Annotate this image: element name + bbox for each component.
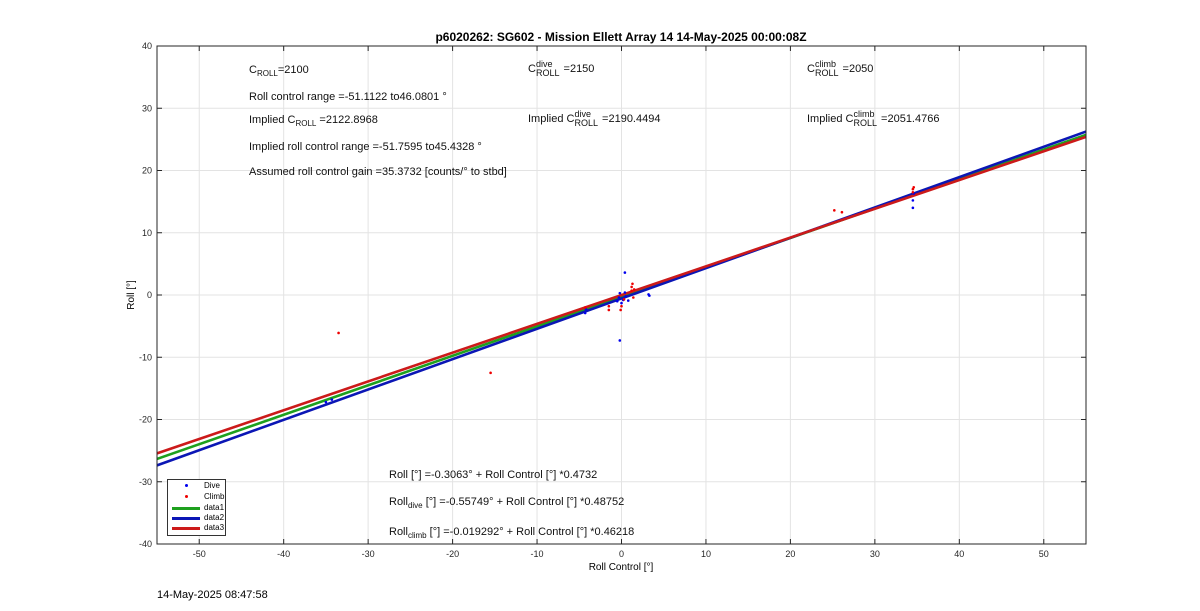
dive-point bbox=[623, 291, 627, 294]
chart-title: p6020262: SG602 - Mission Ellett Array 1… bbox=[435, 30, 806, 44]
y-tick-label: 20 bbox=[142, 166, 152, 176]
climb-point bbox=[840, 210, 844, 214]
climb-point bbox=[632, 296, 635, 299]
y-tick-label: -20 bbox=[139, 415, 152, 425]
dive-point bbox=[583, 311, 587, 315]
y-tick-label: -10 bbox=[139, 352, 152, 362]
fit-equation-climb: Rollclimb [°] =-0.019292° + Roll Control… bbox=[389, 526, 635, 541]
x-tick-label: 30 bbox=[870, 549, 880, 559]
x-tick-label: 20 bbox=[785, 549, 795, 559]
fit-equation-all: Roll [°] =-0.3063° + Roll Control [°] *0… bbox=[389, 469, 598, 481]
climb-point bbox=[620, 304, 623, 308]
y-tick-label: 0 bbox=[147, 290, 152, 300]
climb-point bbox=[337, 331, 340, 335]
print-timestamp: 14-May-2025 08:47:58 bbox=[157, 589, 268, 601]
climb-point bbox=[911, 190, 915, 194]
dive-point bbox=[648, 294, 651, 297]
dive-point bbox=[615, 299, 619, 303]
dive-point bbox=[620, 301, 623, 305]
y-axis-label: Roll [°] bbox=[126, 280, 137, 310]
x-tick-label: -40 bbox=[277, 549, 290, 559]
y-tick-label: -40 bbox=[139, 539, 152, 549]
dive-point bbox=[324, 400, 328, 404]
x-tick-label: 50 bbox=[1039, 549, 1049, 559]
climb-point bbox=[631, 282, 634, 286]
dive-point bbox=[911, 199, 915, 202]
x-tick-label: 10 bbox=[701, 549, 711, 559]
climb-point bbox=[622, 298, 626, 301]
legend-climb-label: Climb bbox=[204, 492, 225, 501]
legend-data2-swatch bbox=[172, 517, 200, 520]
climb-point bbox=[489, 371, 492, 375]
fit-equation-dive: Rolldive [°] =-0.55749° + Roll Control [… bbox=[389, 496, 625, 511]
x-tick-label: -10 bbox=[531, 549, 544, 559]
climb-point bbox=[833, 209, 836, 212]
legend-data1-swatch bbox=[172, 507, 200, 510]
x-tick-label: 40 bbox=[954, 549, 964, 559]
climb-point bbox=[583, 306, 587, 309]
legend-item-climb: Climb bbox=[168, 492, 225, 502]
roll-control-range: Roll control range =-51.1122 to46.0801 ° bbox=[249, 91, 447, 103]
legend-item-data2: data2 bbox=[168, 513, 225, 523]
fit-line-data3 bbox=[156, 135, 1087, 455]
implied-roll-range: Implied roll control range =-51.7595 to4… bbox=[249, 141, 482, 153]
legend-data2-label: data2 bbox=[204, 513, 225, 522]
dive-point bbox=[618, 339, 622, 342]
legend-data1-label: data1 bbox=[204, 503, 225, 512]
assumed-gain: Assumed roll control gain =35.3732 [coun… bbox=[249, 166, 507, 178]
fit-line-data2 bbox=[156, 130, 1087, 467]
climb-point bbox=[630, 289, 633, 292]
climb-point bbox=[619, 308, 622, 312]
dive-point bbox=[617, 296, 621, 299]
x-tick-label: -30 bbox=[362, 549, 375, 559]
fit-lines bbox=[156, 130, 1087, 467]
y-tick-label: 40 bbox=[142, 41, 152, 51]
x-axis-label: Roll Control [°] bbox=[589, 562, 654, 573]
y-tick-label: 30 bbox=[142, 103, 152, 113]
legend-dive-marker bbox=[185, 484, 188, 487]
climb-point bbox=[632, 288, 636, 291]
legend-item-dive: Dive bbox=[168, 481, 225, 491]
dive-point bbox=[618, 291, 622, 295]
legend-climb-marker bbox=[185, 495, 188, 498]
legend: Dive Climb data1 data2 data3 bbox=[167, 479, 226, 536]
climb-point bbox=[607, 308, 611, 312]
legend-item-data3: data3 bbox=[168, 523, 225, 533]
dive-point bbox=[623, 271, 627, 274]
y-tick-label: -30 bbox=[139, 477, 152, 487]
axis-ticks: -50 -40 -30 -20 -10 0 10 20 30 40 50 -40 -30 -20 -10 0 1… bbox=[139, 41, 1086, 559]
implied-c-roll: Implied CROLL =2122.8968 bbox=[249, 114, 378, 129]
climb-point bbox=[630, 285, 633, 289]
dive-point bbox=[330, 398, 334, 401]
climb-point bbox=[607, 304, 611, 308]
climb-point bbox=[912, 186, 916, 189]
x-tick-label: -20 bbox=[446, 549, 459, 559]
x-tick-label: -50 bbox=[193, 549, 206, 559]
c-roll-annotation: CROLL=2100 bbox=[249, 64, 309, 79]
dive-point bbox=[626, 299, 630, 302]
dive-point bbox=[911, 206, 915, 210]
legend-data3-label: data3 bbox=[204, 523, 225, 532]
dive-point bbox=[624, 294, 628, 298]
legend-item-data1: data1 bbox=[168, 503, 225, 513]
x-tick-label: 0 bbox=[619, 549, 624, 559]
y-tick-label: 10 bbox=[142, 228, 152, 238]
legend-data3-swatch bbox=[172, 527, 200, 530]
legend-dive-label: Dive bbox=[204, 481, 221, 490]
data-points bbox=[324, 186, 916, 404]
